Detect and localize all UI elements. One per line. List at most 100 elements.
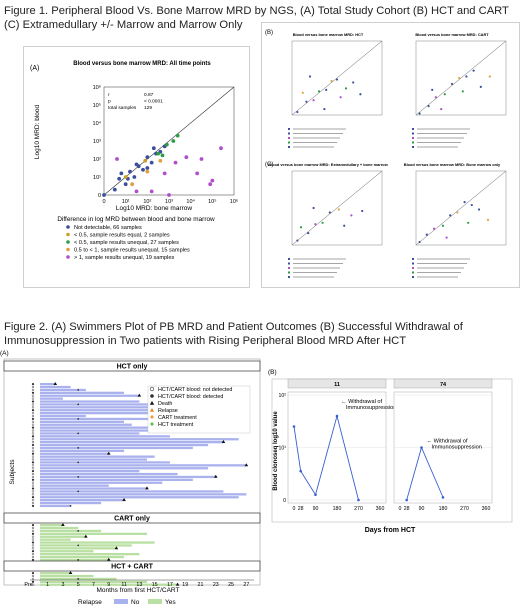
small-scatter-point <box>359 93 362 96</box>
swimmer-death-marker <box>221 440 226 443</box>
main-scatter-point <box>123 175 128 179</box>
small-legend-marker <box>288 128 290 130</box>
small-identity-line <box>291 170 383 246</box>
swimmer-bar <box>40 538 71 541</box>
main-scatter-point <box>134 162 139 167</box>
swimmer-pre-marker <box>31 435 35 438</box>
small-panel-title: Blood versus bone marrow MRD: Bone marro… <box>404 162 501 167</box>
swimmer-death-marker <box>145 486 149 490</box>
swimmer-x-tick: 11 <box>121 582 127 588</box>
main-scatter-point <box>195 171 200 176</box>
clonoseq-y-label: Blood clonoseq log10 value <box>273 411 279 491</box>
swimmer-bar <box>40 443 209 447</box>
swimmer-pre-marker <box>31 429 35 432</box>
main-scatter-point <box>145 155 150 160</box>
swimmer-detected-marker <box>77 461 80 464</box>
swimmer-group-header <box>3 560 261 572</box>
small-legend-marker <box>288 276 290 278</box>
small-legend-marker <box>412 132 414 135</box>
swimmer-bar <box>40 580 147 583</box>
clonoseq-annotation-cont: Immunosuppression <box>346 405 396 411</box>
swimmer-pre-marker <box>31 391 35 394</box>
swimmer-pre-marker <box>31 382 35 386</box>
main-stat-value: 129 <box>144 105 152 111</box>
small-scatter-point <box>317 90 321 93</box>
main-scatter-point <box>167 193 171 197</box>
clonoseq-x-tick: 90 <box>313 506 319 512</box>
small-scatter-point <box>477 208 481 211</box>
swimmer-bar <box>40 555 125 559</box>
swimmer-x-tick: 19 <box>182 582 188 588</box>
swimmer-pre-marker <box>31 481 35 484</box>
swimmer-bar <box>40 475 216 479</box>
swimmer-death-marker <box>84 534 88 538</box>
swimmer-death-marker <box>53 382 58 385</box>
swimmer-pre-marker <box>31 472 35 476</box>
swimmer-bar <box>40 438 239 441</box>
swimmer-pre-marker <box>31 574 35 578</box>
swimmer-bar <box>40 524 63 527</box>
small-scatter-point <box>299 226 303 229</box>
small-panel: Blood versus bone marrow MRD: Bone marro… <box>404 162 507 278</box>
main-scatter-point <box>128 169 132 174</box>
main-legend-marker <box>66 247 70 252</box>
main-scatter-point <box>158 158 163 163</box>
swimmer-bar <box>40 383 56 386</box>
swimmer-x-tick: Pre <box>24 582 32 588</box>
main-scatter-point <box>208 182 213 187</box>
legend-open-circle-icon <box>149 386 155 392</box>
small-panel-title: Blood versus bone marrow MRD: Extramedul… <box>268 162 388 167</box>
clonoseq-x-tick: 90 <box>419 506 425 512</box>
swimmer-bar <box>40 478 193 481</box>
swimmer-bar <box>40 388 86 392</box>
small-scatter-point <box>425 233 428 236</box>
relapse-legend-no-label: No <box>131 599 140 606</box>
swimmer-bar <box>40 572 71 575</box>
small-scatter-point <box>470 203 473 207</box>
swimmer-x-tick: 21 <box>198 582 204 588</box>
main-scatter-point <box>164 142 169 147</box>
small-scatter-point <box>307 232 310 235</box>
figure1-panels-bc: (B) (C) Blood versus bone marrow MRD: HC… <box>261 22 520 288</box>
main-x-tick: 10⁴ <box>186 198 195 205</box>
relapse-legend-yes-label: Yes <box>165 599 176 606</box>
main-chart-title: Blood versus bone marrow MRD: All time p… <box>73 61 211 67</box>
main-legend-label: 0.5 to < 1, sample results unequal, 15 s… <box>74 248 190 254</box>
small-scatter-point <box>330 79 333 83</box>
small-scatter-point <box>296 110 299 114</box>
swimmer-detected-marker <box>77 490 80 493</box>
swimmer-pre-marker <box>31 524 35 527</box>
small-legend-marker <box>412 128 414 130</box>
swimmer-pre-marker <box>31 438 35 441</box>
main-legend-title: Difference in log MRD between blood and … <box>57 216 215 223</box>
swimmer-pre-marker <box>31 469 35 473</box>
swimmer-bar <box>40 547 117 550</box>
swimmer-pre-marker <box>31 583 35 586</box>
swimmer-bar <box>40 526 79 530</box>
swimmer-bar <box>40 499 125 502</box>
panel-c-letter: (C) <box>265 162 273 168</box>
small-legend-marker <box>412 141 414 144</box>
swimmer-group-header <box>3 512 261 524</box>
small-scatter-point <box>461 90 464 93</box>
small-scatter-point <box>450 82 454 86</box>
small-legend-marker <box>412 262 414 265</box>
swimmer-pre-marker <box>31 550 35 553</box>
main-scatter-point <box>141 167 145 172</box>
main-x-tick: 10⁶ <box>230 198 238 205</box>
swimmer-x-tick: 17 <box>167 582 173 588</box>
swimmer-pre-marker <box>31 541 35 544</box>
small-identity-line <box>415 40 507 116</box>
small-scatter-point <box>431 88 434 91</box>
swimmer-pre-marker <box>31 426 35 429</box>
clonoseq-frame <box>271 378 513 523</box>
main-legend-marker <box>66 225 70 229</box>
swimmer-bar <box>40 553 140 556</box>
main-legend-marker <box>66 255 70 259</box>
small-scatter-point <box>344 87 348 90</box>
swimmer-bar <box>40 558 109 562</box>
main-y-label: Log10 MRD: blood <box>34 105 41 160</box>
swimmer-pre-marker <box>31 409 35 412</box>
swimmer-pre-marker <box>31 452 35 455</box>
